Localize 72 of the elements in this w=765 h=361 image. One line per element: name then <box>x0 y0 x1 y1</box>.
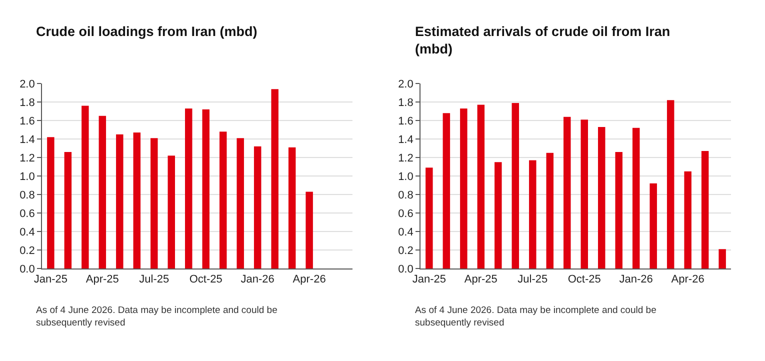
bar <box>564 116 571 268</box>
y-tick-label: 1.8 <box>398 96 414 109</box>
y-tick-label: 0.2 <box>398 244 414 257</box>
bar <box>288 147 296 268</box>
bar <box>254 146 262 268</box>
bar <box>632 128 640 268</box>
bar <box>116 134 124 268</box>
bar <box>477 104 485 268</box>
bar <box>598 126 606 268</box>
x-tick-label: Jan-25 <box>412 274 446 286</box>
bar <box>512 102 520 268</box>
bar <box>718 249 726 268</box>
y-tick-label: 0.8 <box>20 189 35 202</box>
y-tick-label: 2.0 <box>20 78 35 90</box>
bar <box>666 100 674 268</box>
y-tick-label: 1.8 <box>20 96 35 109</box>
y-tick-label: 0.4 <box>398 226 414 238</box>
chart-title: Crude oil loadings from Iran (mbd) <box>36 24 258 39</box>
bar <box>185 108 192 268</box>
x-tick-label: Jan-26 <box>619 274 653 286</box>
x-tick-label: Oct-25 <box>568 274 601 286</box>
bar <box>219 132 227 268</box>
bar <box>529 160 536 268</box>
bar <box>494 162 502 268</box>
y-tick-label: 0.6 <box>398 208 414 220</box>
y-tick-label: 0.0 <box>398 263 414 276</box>
text: As of 4 June 2026. Data may be incomplete and could be subsequently revised <box>36 305 278 328</box>
x-tick-label: Oct-25 <box>189 274 222 286</box>
bar <box>98 116 106 268</box>
bar <box>442 113 450 268</box>
bar <box>271 89 278 268</box>
x-tick-label: Apr-25 <box>464 274 498 286</box>
bar <box>47 137 54 268</box>
bar <box>150 138 158 268</box>
chart-title: Estimated arrivals of crude oil from Iran (mbd) <box>415 24 670 57</box>
y-tick-label: 1.0 <box>398 170 414 183</box>
bar <box>202 109 210 268</box>
y-tick-label: 1.6 <box>398 115 414 128</box>
y-tick-label: 0.0 <box>20 263 35 276</box>
bar <box>650 183 657 268</box>
y-tick-label: 0.4 <box>20 226 35 238</box>
y-tick-label: 1.2 <box>398 152 414 164</box>
bar <box>168 156 176 268</box>
bar <box>64 152 72 268</box>
y-tick-label: 1.4 <box>20 134 35 146</box>
y-tick-label: 1.6 <box>20 115 35 128</box>
bar <box>580 120 588 268</box>
bar <box>546 152 554 268</box>
bar <box>684 171 692 268</box>
bar <box>82 106 89 268</box>
bar <box>615 152 622 268</box>
bar <box>460 108 468 268</box>
text: As of 4 June 2026. Data may be incomplete and could be subsequently revised <box>415 305 656 328</box>
y-tick-label: 1.2 <box>20 152 35 164</box>
y-tick-label: 0.8 <box>398 189 414 202</box>
y-tick-label: 0.6 <box>20 208 35 220</box>
x-tick-label: Jan-25 <box>34 274 68 286</box>
x-tick-label: Jul-25 <box>518 274 548 286</box>
y-tick-label: 1.0 <box>20 170 35 183</box>
bar <box>133 132 141 268</box>
bar <box>426 168 433 268</box>
bar <box>306 192 313 268</box>
y-tick-label: 0.2 <box>20 244 35 257</box>
x-tick-label: Jul-25 <box>139 274 170 286</box>
x-tick-label: Apr-26 <box>671 274 704 286</box>
x-tick-label: Apr-26 <box>292 274 326 286</box>
x-tick-label: Apr-25 <box>86 274 119 286</box>
bar <box>236 138 244 268</box>
y-tick-label: 1.4 <box>398 134 414 146</box>
y-tick-label: 2.0 <box>398 78 414 90</box>
bar <box>701 151 709 268</box>
x-tick-label: Jan-26 <box>240 274 274 286</box>
